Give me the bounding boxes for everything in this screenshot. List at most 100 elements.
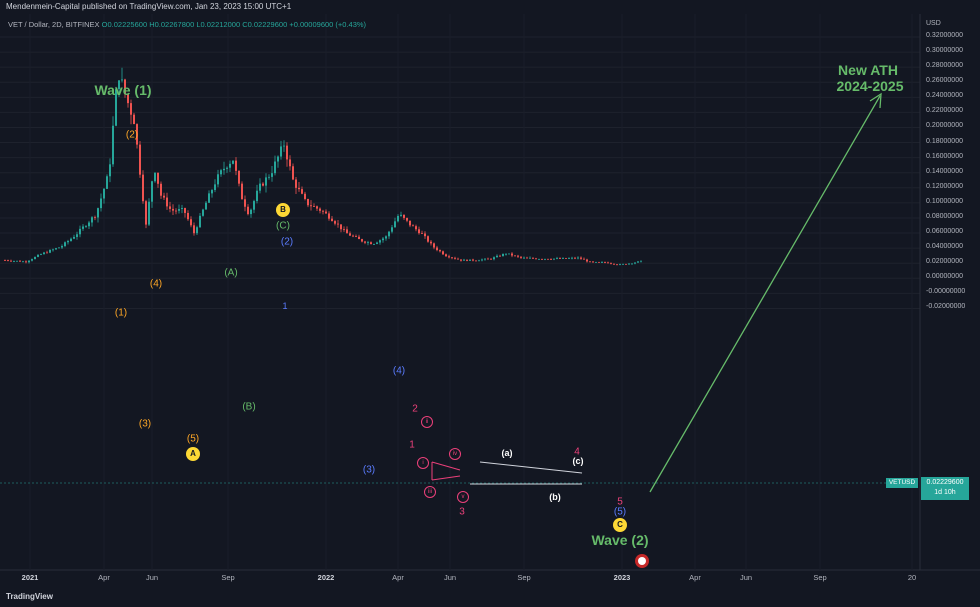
candle-body (184, 208, 186, 213)
wave-b4-label: (4) (392, 365, 406, 377)
symbol-badge: VETUSD (886, 478, 918, 488)
candle-body (433, 243, 435, 248)
candle-body (325, 211, 327, 214)
publisher-text: Mendenmein-Capital published on TradingV… (6, 2, 292, 11)
candle-body (112, 125, 114, 165)
candle-body (391, 227, 393, 232)
candle-body (508, 253, 510, 255)
candle-body (16, 260, 18, 262)
candle-body (403, 214, 405, 218)
candle-body (208, 193, 210, 203)
candle-body (256, 190, 258, 202)
candle-body (490, 258, 492, 260)
candle-body (40, 254, 42, 255)
candle-body (463, 259, 465, 261)
price-axis-currency: USD (926, 20, 941, 27)
candle-body (175, 210, 177, 212)
time-tick: Apr (98, 573, 110, 582)
candle-body (373, 243, 375, 245)
candle-body (133, 114, 135, 125)
wave-b5-label: (5) (613, 506, 627, 518)
wave-ga-label: (A) (224, 267, 238, 279)
candle-body (565, 258, 567, 259)
price-tick: 0.12000000 (926, 182, 963, 190)
candle-body (505, 253, 507, 255)
candle-body (370, 242, 372, 245)
candle-body (529, 257, 531, 259)
candle-body (514, 255, 516, 257)
candle-body (427, 236, 429, 242)
ath-years-label: 2024-2025 (836, 78, 904, 94)
price-tick: 0.02000000 (926, 258, 963, 266)
wave-b2-label: (2) (280, 236, 294, 248)
candle-body (619, 264, 621, 265)
candle-body (223, 168, 225, 171)
candle-body (241, 183, 243, 200)
wave-1-label: Wave (1) (94, 82, 152, 98)
candle-body (283, 145, 285, 147)
symbol-legend: VET / Dollar, 2D, BITFINEX O0.02225600 H… (8, 20, 366, 29)
candle-body (511, 253, 513, 256)
candle-body (190, 219, 192, 226)
candle-body (46, 252, 48, 254)
price-tick: -0.00000000 (926, 288, 966, 296)
candle-body (544, 258, 546, 260)
candle-body (379, 240, 381, 243)
candle-body (334, 221, 336, 224)
candle-body (424, 233, 426, 237)
candle-body (166, 197, 168, 207)
wave-rv-label: v (457, 491, 469, 503)
price-axis[interactable]: USD 0.32000000 0.30000000 0.28000000 0.2600… (920, 0, 980, 570)
candle-body (409, 220, 411, 226)
candle-body (100, 198, 102, 209)
candle-body (520, 256, 522, 258)
candle-body (130, 103, 132, 115)
candle-body (43, 252, 45, 255)
price-tick: 0.32000000 (926, 32, 963, 39)
tradingview-logo[interactable]: TradingView (6, 592, 53, 601)
candle-body (154, 172, 156, 182)
time-tick: Sep (813, 573, 827, 582)
candle-body (613, 263, 615, 265)
candle-body (538, 258, 540, 260)
candle-body (499, 255, 501, 257)
time-tick: Jun (145, 573, 159, 582)
time-tick: Jun (443, 573, 457, 582)
candle-body (220, 170, 222, 175)
candle-body (442, 251, 444, 255)
candle-body (388, 231, 390, 237)
wave-o1-label: (1) (114, 307, 128, 319)
candle-body (139, 144, 141, 175)
wedge-line-b (431, 461, 461, 471)
candle-body (601, 262, 603, 263)
price-tick: 0.20000000 (926, 122, 963, 130)
wave-wb-label: (b) (549, 492, 561, 502)
projection-arrow-line (649, 95, 881, 493)
candle-body (58, 247, 60, 249)
candle-body (487, 258, 489, 260)
candle-body (226, 167, 228, 169)
candle-body (13, 260, 15, 262)
new-ath-label: New ATH (838, 62, 898, 78)
candle-body (526, 257, 528, 259)
candle-body (52, 249, 54, 251)
candle-body (265, 177, 267, 186)
candle-body (271, 173, 273, 177)
candle-body (598, 261, 600, 263)
candle-body (19, 260, 21, 262)
candle-body (382, 238, 384, 241)
candle-body (4, 260, 6, 261)
candle-body (298, 187, 300, 190)
candle-body (214, 184, 216, 191)
candle-body (610, 263, 612, 265)
candle-body (400, 214, 402, 216)
time-tick: Sep (517, 573, 531, 582)
candle-body (73, 236, 75, 239)
wave-o5-label: (5) (186, 433, 200, 445)
price-tick: 0.30000000 (926, 47, 963, 55)
candle-body (187, 212, 189, 220)
candle-body (310, 205, 312, 207)
candle-body (253, 201, 255, 210)
candle-body (178, 209, 180, 211)
